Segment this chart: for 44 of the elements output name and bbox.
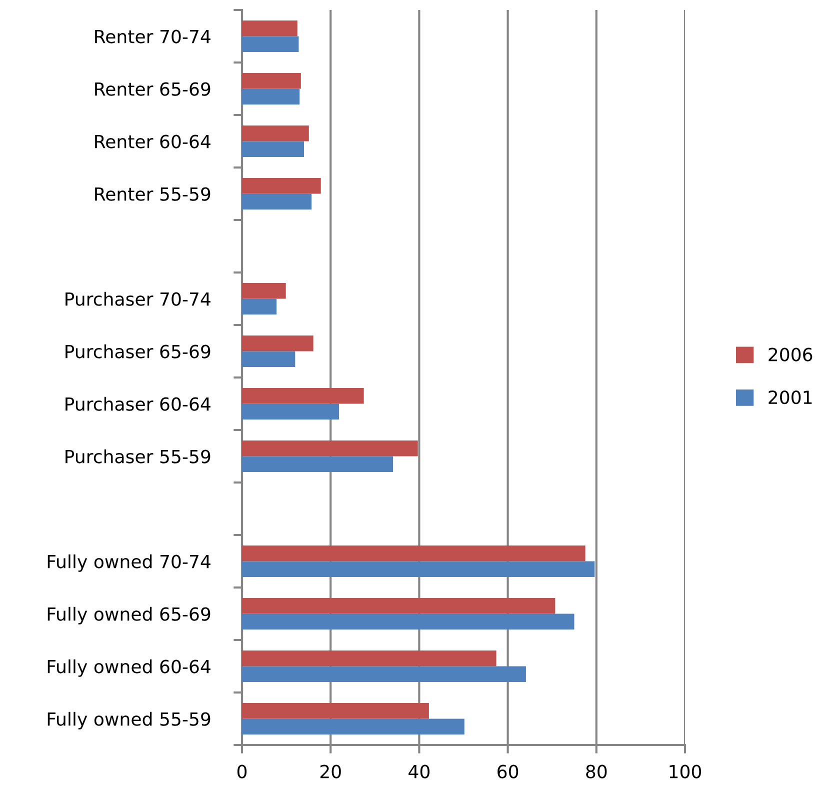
bar: [242, 666, 526, 682]
bar: [242, 126, 309, 142]
bar: [242, 614, 574, 630]
bar: [242, 440, 418, 456]
y-tick-label: Fully owned 55-59: [48, 712, 210, 730]
y-tick-label: Purchaser 65-69: [66, 344, 210, 358]
y-tick-label: Purchaser 60-64: [66, 396, 210, 411]
y-tick-label: Fully owned 70-74: [48, 554, 210, 572]
bar: [242, 388, 364, 404]
x-tick-label: 20: [320, 764, 341, 778]
bar: [242, 36, 299, 52]
y-tick-label: Renter 70-74: [95, 30, 210, 44]
bar: [242, 73, 301, 89]
bar: [242, 194, 312, 210]
y-tick-label: Renter 55-59: [95, 187, 210, 201]
legend-label: 2001: [768, 390, 812, 404]
bar: [242, 546, 586, 562]
bar: [242, 703, 429, 719]
y-tick-label: Purchaser 55-59: [66, 449, 210, 464]
bar: [242, 298, 277, 314]
y-tick-label: Renter 60-64: [95, 134, 210, 148]
bar: [242, 404, 340, 420]
bar: [242, 141, 304, 157]
bar: [242, 178, 321, 194]
x-tick-label: 0: [237, 764, 247, 778]
bar: [242, 88, 300, 104]
x-tick-label: 60: [498, 764, 518, 778]
x-tick-label: 100: [670, 764, 702, 778]
y-tick-label: Fully owned 60-64: [48, 659, 210, 677]
x-tick-label: 80: [586, 764, 607, 778]
y-tick-label: Fully owned 65-69: [48, 606, 210, 624]
bar: [242, 283, 286, 299]
y-tick-label: Renter 65-69: [95, 82, 210, 96]
bar: [242, 20, 298, 36]
bar: [242, 351, 296, 367]
bar: [242, 598, 556, 614]
bar: [242, 650, 496, 666]
bar: [242, 336, 314, 352]
legend-label: 2006: [768, 348, 812, 362]
bar: [242, 561, 595, 577]
bar: [242, 718, 464, 734]
bar: [242, 456, 394, 472]
y-tick-label: Purchaser 70-74: [66, 292, 210, 306]
x-tick-label: 40: [408, 764, 430, 778]
